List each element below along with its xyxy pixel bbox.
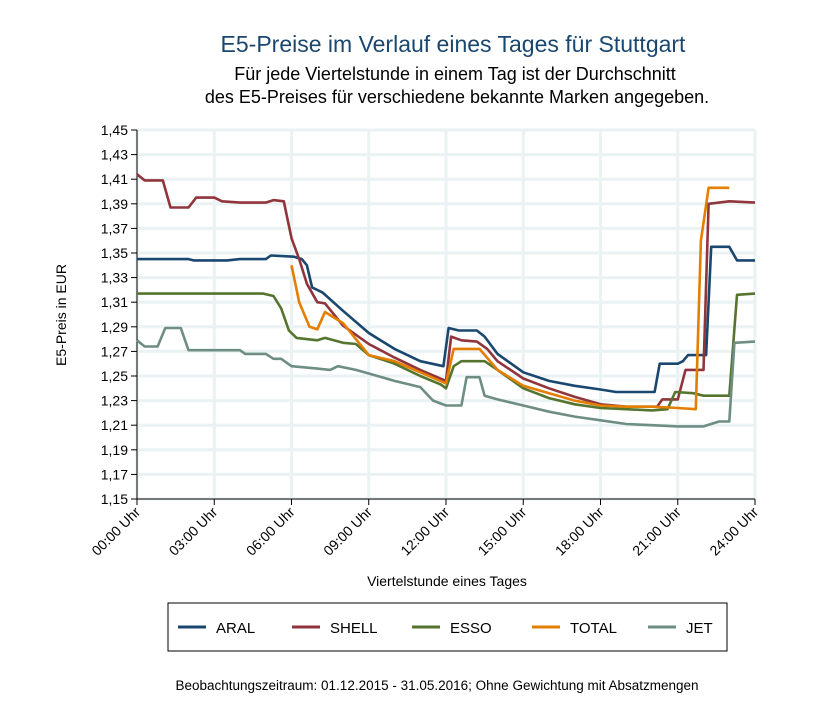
legend-label-total: TOTAL (570, 620, 617, 637)
legend-box (167, 602, 728, 652)
y-tick-label: 1,23 (101, 393, 128, 409)
y-tick-label: 1,43 (101, 147, 128, 163)
footnote: Beobachtungszeitraum: 01.12.2015 - 31.05… (175, 678, 698, 693)
x-tick-label: 06:00 Uhr (243, 504, 298, 559)
series-line-aral (137, 245, 755, 394)
axes: 1,15 1,17 1,19 1,21 1,23 1,25 1,27 1,29 1,31 1,33… (88, 122, 761, 559)
series-line-jet (136, 326, 756, 428)
x-tick-label: 15:00 Uhr (475, 504, 530, 559)
x-tick-label: 18:00 Uhr (552, 504, 607, 559)
legend-label-aral: ARAL (216, 620, 255, 637)
y-tick-label: 1,31 (101, 294, 128, 310)
y-tick-label: 1,39 (101, 196, 128, 212)
x-tick-label: 00:00 Uhr (88, 504, 143, 559)
y-tick-label: 1,25 (101, 368, 128, 384)
y-tick-label: 1,33 (101, 270, 128, 286)
x-tick-label: 09:00 Uhr (320, 504, 375, 559)
y-tick-label: 1,19 (101, 442, 128, 458)
y-tick-label: 1,29 (101, 319, 128, 335)
legend: ARAL SHELL ESSO TOTAL JET (178, 620, 713, 637)
y-tick-label: 1,37 (101, 220, 128, 236)
chart-subtitle-line-2: des E5-Preises für verschiedene bekannte… (205, 87, 709, 107)
y-axis-label: E5-Preis in EUR (53, 264, 69, 366)
y-tick-label: 1,45 (101, 122, 128, 138)
y-tick-label: 1,41 (101, 171, 128, 187)
chart-title: E5-Preise im Verlauf eines Tages für Stu… (221, 31, 687, 57)
x-tick-label: 24:00 Uhr (706, 504, 761, 559)
legend-label-esso: ESSO (450, 620, 492, 637)
gridlines (135, 128, 757, 501)
y-tick-label: 1,21 (101, 417, 128, 433)
x-axis-label: Viertelstunde eines Tages (367, 573, 527, 589)
y-tick-label: 1,27 (101, 343, 128, 359)
legend-label-shell: SHELL (330, 620, 378, 637)
x-tick-label: 12:00 Uhr (397, 504, 452, 559)
y-tick-label: 1,17 (101, 466, 128, 482)
x-tick-label: 03:00 Uhr (166, 504, 221, 559)
chart-subtitle-line-1: Für jede Viertelstunde in einem Tag ist … (234, 64, 676, 84)
series-lines (136, 173, 756, 428)
x-tick-label: 21:00 Uhr (629, 504, 684, 559)
y-tick-label: 1,15 (101, 491, 128, 507)
series-line-esso (137, 292, 756, 412)
y-tick-label: 1,35 (101, 245, 128, 261)
series-line-total (290, 186, 730, 411)
series-line-shell (136, 173, 756, 409)
legend-label-jet: JET (686, 620, 713, 637)
